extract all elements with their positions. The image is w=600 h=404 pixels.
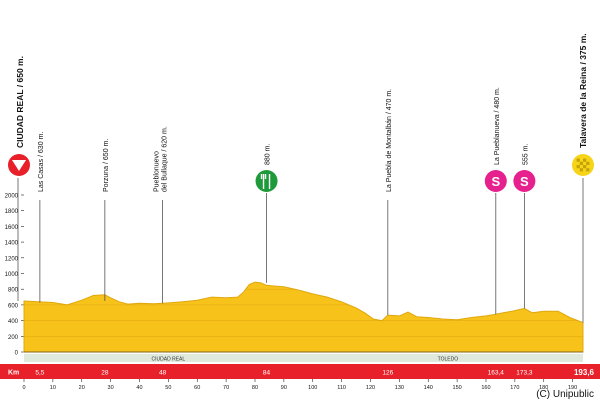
y-tick-label: 1400 [5,241,19,247]
x-tick-label: 70 [223,385,229,391]
x-tick-label: 10 [50,385,56,391]
y-tick-label: 600 [8,303,19,309]
km-mark-label: 163,4 [488,370,505,377]
copyright-credit: (C) Unipublic [536,389,594,400]
x-tick-label: 80 [252,385,258,391]
y-tick-label: 400 [8,319,19,325]
y-tick-label: 1600 [5,225,19,231]
finish-flag-cell [586,161,590,165]
km-mark-label: 126 [382,370,393,377]
sprint-symbol: S [520,174,529,189]
region-label: TOLEDO [438,357,459,363]
km-mark-label: 28 [101,370,109,377]
sprint-marker [513,170,536,192]
finish-flag-cell [583,165,587,169]
km-axis-title: Km [8,370,19,377]
x-tick-label: 170 [510,385,519,391]
y-tick-label: 1800 [5,209,19,215]
x-tick-label: 60 [194,385,200,391]
y-tick-label: 800 [8,288,19,294]
finish-flag-cell [586,168,590,172]
x-tick-label: 20 [79,385,85,391]
fork-knife-icon [260,174,271,189]
km-mark-label: 173,3 [516,370,533,377]
x-tick-label: 130 [395,385,404,391]
y-tick-label: 200 [8,335,19,341]
km-mark-label: 48 [159,370,167,377]
region-label: CIUDAD REAL [152,357,186,363]
x-tick-label: 90 [281,385,287,391]
y-tick-label: 1200 [5,256,19,262]
waypoint-label: La Pueblanueva / 480 m. [494,87,501,165]
km-mark-label: 84 [263,370,271,377]
finish-flag-cell [579,168,583,172]
x-tick-label: 30 [108,385,114,391]
waypoint-label: La Puebla de Montalbán / 470 m. [386,89,393,192]
finish-flag-cell [579,161,583,165]
y-tick-label: 1000 [5,272,19,278]
x-tick-label: 150 [453,385,462,391]
waypoint-label: Pueblonuevo [154,151,161,192]
x-tick-label: 100 [308,385,317,391]
waypoint-label: 555 m. [522,144,529,165]
y-tick-label: 2000 [5,194,19,200]
total-distance-label: 193,6 [574,368,595,377]
finish-flag-cell [576,165,580,169]
y-tick-label: 0 [15,351,19,357]
x-tick-label: 40 [136,385,142,391]
waypoint-label: Porzuna / 650 m. [103,139,110,192]
finish-flag-cell [583,158,587,162]
x-tick-label: 50 [165,385,171,391]
waypoint-label: Las Casas / 630 m. [38,132,45,192]
x-tick-label: 160 [481,385,490,391]
sprint-symbol: S [491,174,500,189]
km-mark-label: 5,5 [35,370,44,377]
feed-zone-marker [255,170,278,192]
start-arrow-icon [12,160,26,171]
waypoint-label: CIUDAD REAL / 650 m. [15,56,25,148]
finish-flag-cell [576,158,580,162]
sprint-marker [484,170,507,192]
region-strip [24,354,583,362]
waypoint-label: Talavera de la Reina / 375 m. [578,33,588,148]
x-tick-label: 0 [22,385,25,391]
x-tick-label: 110 [337,385,346,391]
profile-area [23,281,584,353]
x-tick-label: 180 [539,385,548,391]
waypoint-label-line2: del Bullaque / 620 m. [162,126,169,192]
x-tick-label: 190 [568,385,577,391]
waypoint-label: 880 m. [265,144,272,165]
x-tick-label: 120 [366,385,375,391]
x-tick-label: 140 [424,385,433,391]
km-bar [0,364,600,379]
